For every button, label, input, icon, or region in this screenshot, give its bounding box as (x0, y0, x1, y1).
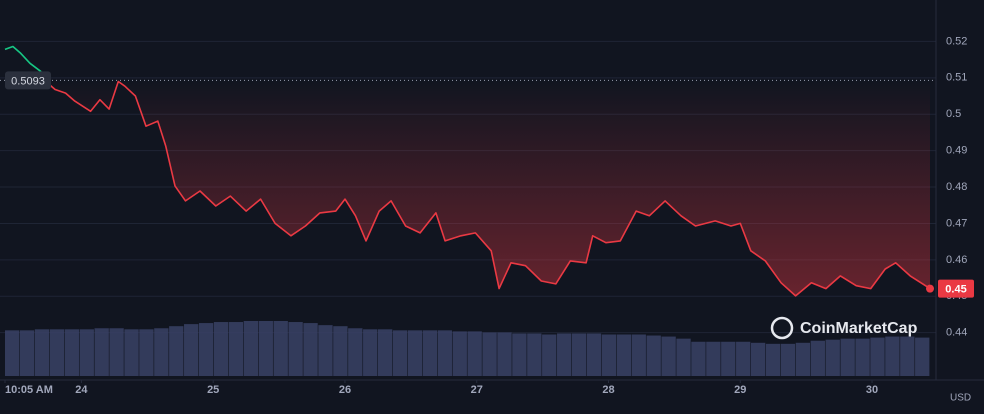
volume-bar (124, 329, 139, 376)
x-tick-label: 10:05 AM (5, 384, 53, 396)
volume-bar (497, 332, 512, 376)
volume-bar (407, 330, 423, 376)
volume-bar (571, 333, 587, 376)
volume-bar (915, 337, 930, 376)
volume-bar (631, 334, 646, 376)
reference-label: 0.5093 (11, 75, 45, 87)
volume-bar (49, 329, 65, 376)
volume-bar (184, 324, 199, 376)
volume-bar (765, 343, 781, 376)
volume-bar (422, 330, 438, 376)
volume-bar (198, 323, 214, 376)
reference-label-box (5, 71, 51, 90)
watermark-text: CoinMarketCap (800, 320, 918, 337)
x-tick-label: 27 (471, 384, 483, 396)
volume-bar (542, 334, 557, 376)
volume-bar (228, 322, 244, 376)
volume-bar (825, 339, 840, 376)
y-tick-label: 0.48 (946, 181, 967, 193)
volume-bar (885, 336, 900, 376)
volume-bar (467, 331, 482, 376)
current-price-box (938, 279, 974, 298)
volume-bar (258, 321, 273, 376)
volume-bar (586, 333, 602, 376)
volume-bar (19, 330, 35, 376)
volume-bar (94, 328, 109, 376)
volume-bar (243, 321, 259, 376)
volume-bar (616, 334, 632, 376)
volume-bar (213, 322, 229, 376)
volume-bar (512, 333, 527, 376)
volume-bar (154, 328, 169, 376)
price-line (4, 45, 931, 297)
volume-bar (810, 340, 825, 376)
volume-bar (5, 330, 20, 376)
volume-bar (736, 341, 751, 376)
volume-bar (273, 321, 288, 376)
x-tick-label: 29 (734, 384, 746, 396)
volume-bar (795, 342, 811, 376)
volume-bar (288, 322, 303, 376)
y-tick-label: 0.49 (946, 145, 967, 157)
current-dot (926, 284, 934, 293)
volume-bar (676, 338, 691, 376)
volume-bar (527, 333, 542, 376)
volume-bar (333, 326, 348, 376)
volume-bar (482, 332, 497, 376)
volume-bar (557, 333, 572, 376)
volume-bars (5, 321, 930, 376)
volume-bar (691, 341, 706, 376)
volume-bar (318, 325, 333, 376)
watermark: CoinMarketCap (770, 316, 918, 340)
volume-bar (601, 334, 617, 376)
volume-bar (661, 336, 676, 376)
volume-bar (348, 328, 363, 376)
current-price-label: 0.45 (945, 284, 966, 296)
y-tick-label: 0.5 (946, 108, 961, 120)
volume-bar (750, 342, 766, 376)
volume-bar (79, 329, 94, 376)
x-tick-label: 28 (602, 384, 614, 396)
x-tick-label: 25 (207, 384, 219, 396)
currency-label: USD (950, 393, 971, 404)
volume-bar (706, 341, 721, 376)
y-tick-label: 0.46 (946, 254, 967, 266)
volume-bar (169, 326, 184, 376)
volume-bar (437, 330, 452, 376)
volume-bar (109, 328, 124, 376)
volume-bar (855, 338, 870, 376)
volume-bar (303, 323, 318, 376)
volume-bar (840, 338, 855, 376)
y-tick-label: 0.47 (946, 217, 967, 229)
volume-bar (900, 336, 915, 376)
volume-bar (646, 335, 661, 376)
y-tick-label: 0.51 (946, 72, 967, 84)
watermark-logo (770, 316, 794, 340)
volume-bar (870, 337, 885, 376)
x-tick-label: 30 (866, 384, 878, 396)
volume-bar (64, 329, 79, 376)
volume-bar (377, 329, 393, 376)
price-area (5, 80, 930, 296)
x-tick-label: 26 (339, 384, 351, 396)
volume-bar (34, 329, 50, 376)
volume-bar (721, 341, 736, 376)
x-tick-label: 24 (75, 384, 88, 396)
y-tick-label: 0.44 (946, 327, 967, 339)
volume-bar (780, 343, 796, 376)
y-tick-label: 0.52 (946, 35, 967, 47)
volume-bar (452, 331, 467, 376)
volume-bar (363, 329, 378, 376)
volume-bar (392, 330, 408, 376)
volume-bar (139, 329, 154, 376)
